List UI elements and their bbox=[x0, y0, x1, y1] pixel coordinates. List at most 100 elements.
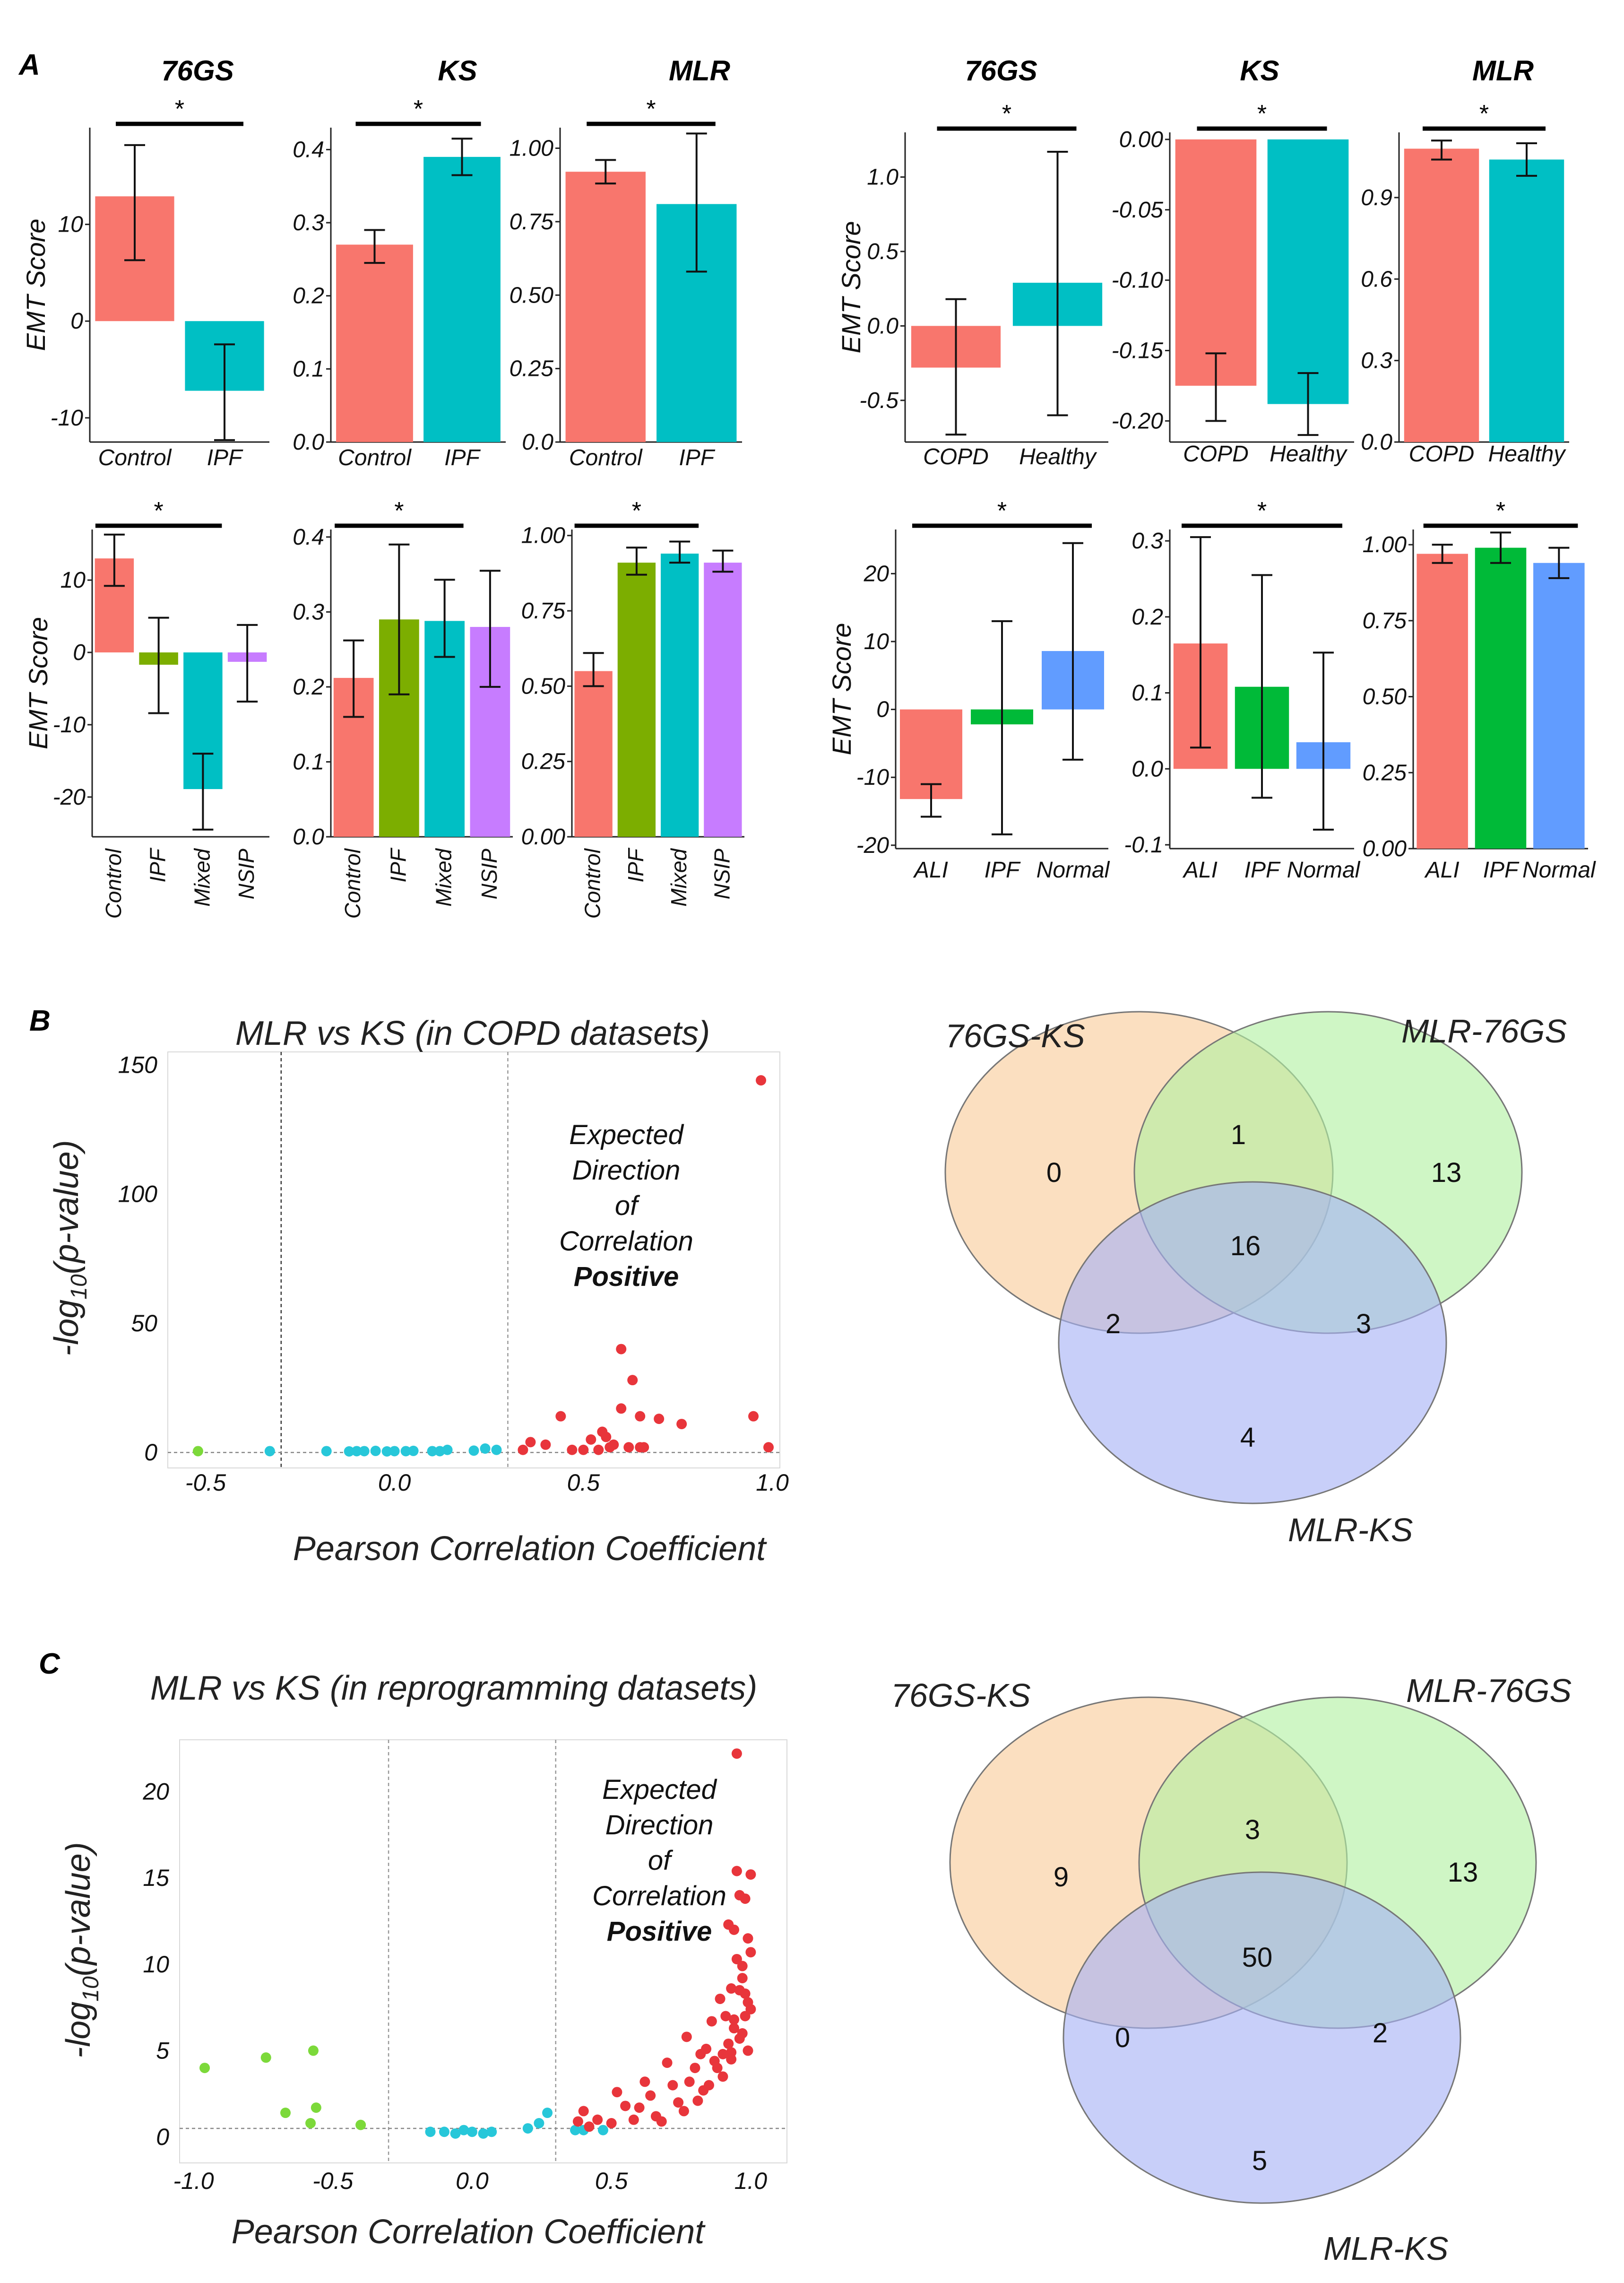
y-tick-label: 15 bbox=[143, 1865, 169, 1891]
chart-title: MLR vs KS (in reprogramming datasets) bbox=[150, 1669, 757, 1707]
chart-title: MLR vs KS (in COPD datasets) bbox=[235, 1015, 710, 1052]
y-tick-label: 0.25 bbox=[521, 749, 566, 774]
venn-set-label: MLR-76GS bbox=[1401, 1013, 1567, 1050]
point-non-significant bbox=[534, 2118, 544, 2128]
bar-healthy bbox=[1489, 159, 1564, 442]
point-positive bbox=[756, 1075, 767, 1086]
bar-healthy bbox=[1267, 139, 1349, 404]
y-tick-label: 0.00 bbox=[1119, 127, 1164, 152]
point-positive bbox=[737, 2028, 748, 2039]
x-category-label: Control bbox=[580, 848, 605, 919]
x-category-label: NSIP bbox=[709, 849, 734, 900]
venn-set-label: 76GS-KS bbox=[891, 1677, 1031, 1714]
point-positive bbox=[620, 2101, 631, 2111]
point-non-significant bbox=[597, 2125, 608, 2135]
point-positive bbox=[684, 2076, 695, 2087]
bar-copd bbox=[1404, 148, 1479, 442]
significance-marker: * bbox=[632, 497, 641, 525]
significance-marker: * bbox=[175, 95, 184, 123]
point-positive bbox=[731, 1866, 742, 1876]
x-category-label: COPD bbox=[1409, 442, 1475, 467]
point-non-significant bbox=[466, 2127, 477, 2137]
chart-title: 76GS bbox=[965, 55, 1037, 87]
significance-marker: * bbox=[1257, 497, 1267, 525]
point-positive bbox=[720, 2011, 731, 2022]
significance-marker: * bbox=[1002, 100, 1011, 128]
venn-count-ac: 2 bbox=[1106, 1309, 1121, 1339]
y-tick-label: 10 bbox=[58, 212, 84, 237]
venn-set-mlr-ks bbox=[1063, 1871, 1461, 2204]
point-non-significant bbox=[468, 1445, 479, 1456]
venn-count-abc: 50 bbox=[1242, 1942, 1273, 1973]
x-tick-label: -0.5 bbox=[185, 1469, 226, 1496]
point-positive bbox=[639, 1442, 649, 1453]
y-tick-label: 1.00 bbox=[1363, 532, 1407, 557]
x-tick-label: 1.0 bbox=[734, 2168, 768, 2194]
x-tick-label: -1.0 bbox=[173, 2168, 214, 2194]
venn-diagram-b_venn: 76GS-KS MLR-76GS MLR-KS 0 13 4 1 2 3 16 bbox=[944, 1011, 1567, 1548]
y-tick-label: 0.50 bbox=[521, 674, 566, 699]
y-tick-label: 0.0 bbox=[293, 825, 324, 850]
venn-count-c_only: 4 bbox=[1240, 1422, 1255, 1453]
significance-marker: * bbox=[394, 497, 404, 525]
plot-frame bbox=[179, 1739, 787, 2163]
venn-count-a_only: 0 bbox=[1046, 1157, 1062, 1188]
point-positive bbox=[706, 2016, 717, 2027]
panel-label-b: B bbox=[29, 1005, 51, 1037]
point-positive bbox=[692, 2095, 703, 2106]
x-category-label: IPF bbox=[679, 445, 715, 470]
y-tick-label: 0.00 bbox=[1363, 836, 1407, 861]
x-category-label: Mixed bbox=[432, 848, 456, 907]
point-non-significant bbox=[522, 2123, 533, 2134]
y-tick-label: 50 bbox=[131, 1310, 157, 1337]
y-tick-label: 0.0 bbox=[867, 313, 898, 339]
scatter-chart-c_scatter: -1.0 -0.5 0.0 0.5 1.0 0 5 10 15 20 MLR vs KS (in r… bbox=[60, 1669, 787, 2251]
point-positive bbox=[745, 2004, 756, 2014]
point-positive bbox=[662, 2057, 673, 2068]
point-positive bbox=[690, 2063, 700, 2074]
y-tick-label: 0.75 bbox=[521, 599, 566, 624]
x-category-label: Control bbox=[569, 445, 643, 470]
point-non-significant bbox=[264, 1446, 275, 1457]
point-non-significant bbox=[491, 1444, 502, 1455]
point-positive bbox=[717, 2071, 728, 2082]
point-positive bbox=[639, 2076, 650, 2087]
point-non-significant bbox=[439, 2127, 449, 2137]
venn-set-label: MLR-76GS bbox=[1406, 1672, 1572, 1709]
point-non-significant bbox=[381, 1446, 392, 1457]
y-tick-label: 0.75 bbox=[1363, 608, 1407, 634]
annotation-bold: Positive bbox=[607, 1916, 712, 1947]
point-positive bbox=[723, 2038, 734, 2049]
point-non-significant bbox=[427, 1446, 438, 1457]
point-positive bbox=[578, 1444, 589, 1455]
point-positive bbox=[740, 1988, 751, 1999]
venn-count-abc: 16 bbox=[1230, 1231, 1261, 1261]
x-category-label: ALI bbox=[1182, 858, 1218, 883]
y-tick-label: 5 bbox=[156, 2038, 169, 2064]
point-positive bbox=[745, 1947, 756, 1958]
x-category-label: ALI bbox=[1424, 858, 1460, 883]
y-tick-label: -0.05 bbox=[1112, 198, 1164, 223]
x-tick-label: 1.0 bbox=[756, 1469, 789, 1496]
y-tick-label: 0.00 bbox=[521, 825, 566, 850]
chart-title: MLR bbox=[1472, 55, 1534, 87]
venn-count-ac: 0 bbox=[1115, 2023, 1130, 2053]
venn-set-label: 76GS-KS bbox=[945, 1017, 1085, 1054]
point-non-significant bbox=[344, 1446, 354, 1457]
x-category-label: Healthy bbox=[1019, 444, 1097, 469]
point-positive bbox=[748, 1411, 759, 1422]
y-tick-label: 0.50 bbox=[510, 283, 554, 308]
chart-title: KS bbox=[1240, 55, 1279, 87]
y-tick-label: 0.25 bbox=[510, 356, 554, 382]
venn-count-a_only: 9 bbox=[1054, 1862, 1069, 1892]
x-category-label: IPF bbox=[623, 847, 648, 882]
point-non-significant bbox=[442, 1444, 453, 1455]
y-tick-label: 1.00 bbox=[510, 136, 554, 161]
point-positive bbox=[743, 2045, 753, 2056]
point-positive bbox=[734, 1890, 745, 1901]
point-positive bbox=[703, 2080, 714, 2091]
venn-count-c_only: 5 bbox=[1252, 2145, 1267, 2176]
venn-set-mlr-ks bbox=[1058, 1181, 1447, 1504]
x-axis-label: Pearson Correlation Coefficient bbox=[232, 2213, 706, 2251]
venn-count-bc: 3 bbox=[1356, 1309, 1371, 1339]
